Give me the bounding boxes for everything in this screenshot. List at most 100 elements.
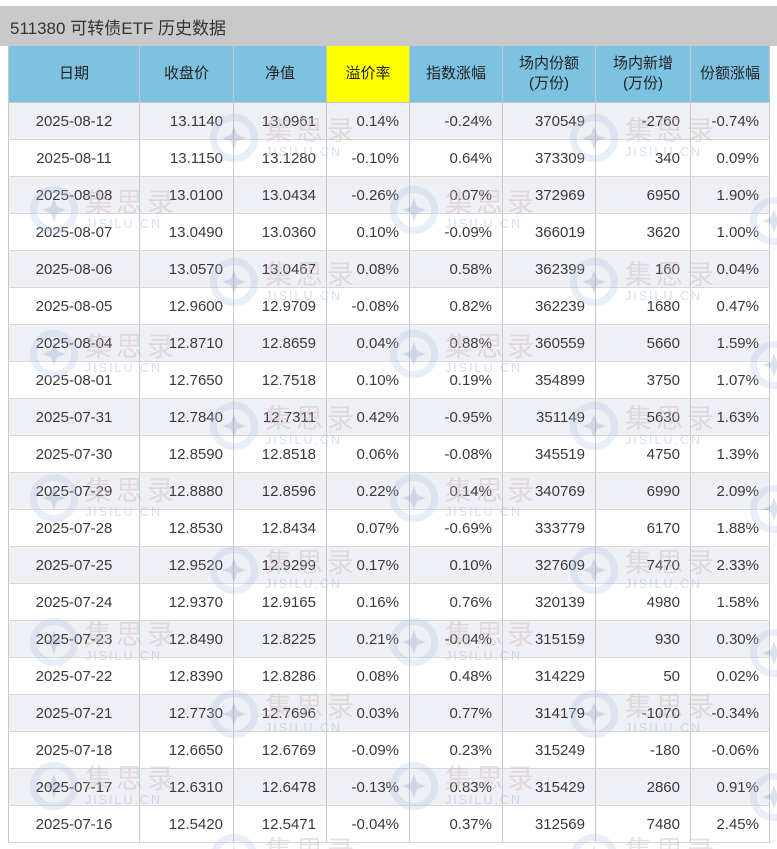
cell-close: 12.8530	[139, 509, 234, 547]
cell-date: 2025-07-25	[8, 546, 140, 584]
cell-shares: 351149	[502, 398, 596, 436]
cell-premium: 0.03%	[326, 694, 410, 732]
cell-premium: 0.08%	[326, 250, 410, 288]
cell-share_change: 1.88%	[690, 509, 770, 547]
cell-close: 13.0490	[139, 213, 234, 251]
cell-date: 2025-08-11	[8, 139, 140, 177]
cell-date: 2025-08-05	[8, 287, 140, 325]
cell-new_shares: 930	[595, 620, 691, 658]
cell-date: 2025-07-16	[8, 805, 140, 843]
cell-index_change: 0.82%	[409, 287, 503, 325]
cell-date: 2025-07-29	[8, 472, 140, 510]
cell-shares: 315159	[502, 620, 596, 658]
cell-nav: 12.8596	[233, 472, 327, 510]
cell-premium: 0.08%	[326, 657, 410, 695]
cell-new_shares: 3750	[595, 361, 691, 399]
cell-new_shares: -1070	[595, 694, 691, 732]
cell-new_shares: 3620	[595, 213, 691, 251]
cell-premium: 0.06%	[326, 435, 410, 473]
cell-close: 12.5420	[139, 805, 234, 843]
table-row: 2025-08-06 13.0570 13.0467 0.08% 0.58% 362399…	[8, 250, 770, 288]
cell-close: 12.6650	[139, 731, 234, 769]
cell-index_change: 0.76%	[409, 583, 503, 621]
cell-shares: 362399	[502, 250, 596, 288]
table-row: 2025-07-29 12.8880 12.8596 0.22% 0.14% 340769…	[8, 472, 770, 510]
cell-new_shares: 50	[595, 657, 691, 695]
cell-share_change: 0.04%	[690, 250, 770, 288]
cell-new_shares: -2760	[595, 102, 691, 140]
cell-close: 13.1150	[139, 139, 234, 177]
cell-premium: 0.22%	[326, 472, 410, 510]
table-row: 2025-07-25 12.9520 12.9299 0.17% 0.10% 327609…	[8, 546, 770, 584]
cell-shares: 312569	[502, 805, 596, 843]
table-row: 2025-08-07 13.0490 13.0360 0.10% -0.09% 36601…	[8, 213, 770, 251]
cell-share_change: 1.59%	[690, 324, 770, 362]
cell-premium: 0.10%	[326, 361, 410, 399]
cell-index_change: -0.09%	[409, 213, 503, 251]
cell-nav: 12.7311	[233, 398, 327, 436]
column-header-share_change: 份额涨幅	[690, 46, 770, 103]
cell-share_change: 1.39%	[690, 435, 770, 473]
cell-new_shares: 4750	[595, 435, 691, 473]
cell-date: 2025-08-12	[8, 102, 140, 140]
table-row: 2025-07-31 12.7840 12.7311 0.42% -0.95% 35114…	[8, 398, 770, 436]
cell-date: 2025-07-30	[8, 435, 140, 473]
table-body: 2025-08-12 13.1140 13.0961 0.14% -0.24% 37054…	[8, 102, 770, 843]
cell-index_change: -0.24%	[409, 102, 503, 140]
cell-share_change: 1.90%	[690, 176, 770, 214]
cell-shares: 366019	[502, 213, 596, 251]
cell-nav: 12.9165	[233, 583, 327, 621]
table-row: 2025-07-17 12.6310 12.6478 -0.13% 0.83% 31542…	[8, 768, 770, 806]
column-header-date: 日期	[8, 46, 140, 103]
cell-shares: 314179	[502, 694, 596, 732]
cell-date: 2025-07-17	[8, 768, 140, 806]
cell-close: 12.7730	[139, 694, 234, 732]
cell-premium: -0.10%	[326, 139, 410, 177]
table-row: 2025-08-08 13.0100 13.0434 -0.26% 0.07% 37296…	[8, 176, 770, 214]
cell-close: 13.1140	[139, 102, 234, 140]
cell-date: 2025-07-23	[8, 620, 140, 658]
cell-index_change: 0.64%	[409, 139, 503, 177]
cell-index_change: 0.37%	[409, 805, 503, 843]
cell-index_change: 0.23%	[409, 731, 503, 769]
cell-new_shares: 6990	[595, 472, 691, 510]
cell-nav: 12.6478	[233, 768, 327, 806]
cell-share_change: 0.09%	[690, 139, 770, 177]
cell-share_change: 1.07%	[690, 361, 770, 399]
cell-shares: 373309	[502, 139, 596, 177]
cell-new_shares: 7470	[595, 546, 691, 584]
cell-new_shares: -180	[595, 731, 691, 769]
cell-close: 12.6310	[139, 768, 234, 806]
cell-new_shares: 7480	[595, 805, 691, 843]
page-title-bar: 511380 可转债ETF 历史数据	[0, 6, 777, 46]
cell-index_change: 0.10%	[409, 546, 503, 584]
cell-new_shares: 2860	[595, 768, 691, 806]
cell-premium: -0.08%	[326, 287, 410, 325]
cell-date: 2025-07-28	[8, 509, 140, 547]
cell-share_change: 0.91%	[690, 768, 770, 806]
cell-shares: 314229	[502, 657, 596, 695]
cell-nav: 13.0961	[233, 102, 327, 140]
cell-new_shares: 340	[595, 139, 691, 177]
cell-index_change: 0.77%	[409, 694, 503, 732]
cell-new_shares: 6950	[595, 176, 691, 214]
cell-nav: 12.8434	[233, 509, 327, 547]
cell-index_change: 0.83%	[409, 768, 503, 806]
cell-shares: 370549	[502, 102, 596, 140]
column-header-new_shares: 场内新增 (万份)	[595, 46, 691, 103]
cell-close: 13.0570	[139, 250, 234, 288]
page-title: 511380 可转债ETF 历史数据	[10, 18, 227, 38]
table-row: 2025-07-22 12.8390 12.8286 0.08% 0.48% 314229…	[8, 657, 770, 695]
cell-premium: 0.21%	[326, 620, 410, 658]
table-row: 2025-07-28 12.8530 12.8434 0.07% -0.69% 33377…	[8, 509, 770, 547]
cell-new_shares: 4980	[595, 583, 691, 621]
cell-share_change: -0.06%	[690, 731, 770, 769]
cell-shares: 315249	[502, 731, 596, 769]
cell-index_change: 0.19%	[409, 361, 503, 399]
cell-shares: 327609	[502, 546, 596, 584]
cell-nav: 12.7518	[233, 361, 327, 399]
cell-nav: 12.8518	[233, 435, 327, 473]
cell-date: 2025-07-24	[8, 583, 140, 621]
cell-new_shares: 5660	[595, 324, 691, 362]
cell-close: 12.8390	[139, 657, 234, 695]
